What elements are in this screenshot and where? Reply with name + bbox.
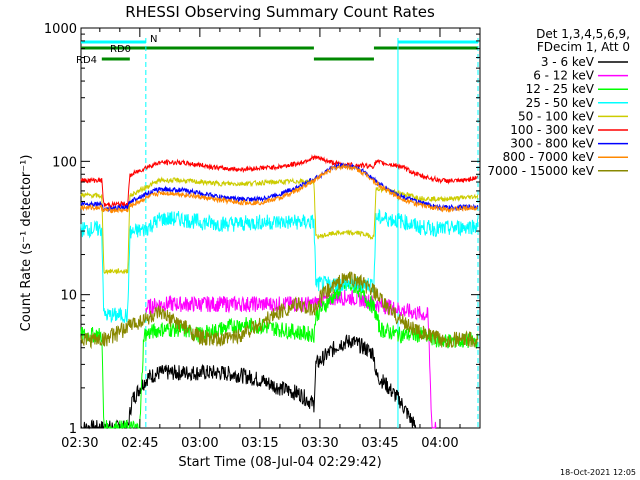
legend-entry-label: 25 - 50 keV <box>526 96 595 110</box>
x-tick-label: 03:15 <box>241 436 278 451</box>
x-tick-label: 04:00 <box>421 436 458 451</box>
legend-entry-label: 7000 - 15000 keV <box>487 164 594 178</box>
y-tick-label: 1000 <box>44 22 77 37</box>
x-tick-label: 03:45 <box>361 436 398 451</box>
series-lines <box>80 154 479 430</box>
x-tick-label: 03:30 <box>301 436 338 451</box>
legend-entry-label: 3 - 6 keV <box>541 55 595 69</box>
axes: 1 10 100 1000 02:30 02:45 03:00 03:15 03:30 03:45… <box>44 22 481 451</box>
legend-entry-label: 300 - 800 keV <box>510 137 594 151</box>
flag-bars: N RD0 RD4 <box>76 34 478 66</box>
legend-entry-label: 12 - 25 keV <box>526 82 595 96</box>
legend-entry-label: 100 - 300 keV <box>510 123 594 137</box>
x-tick-label: 03:00 <box>181 436 218 451</box>
series-line-7 <box>80 163 479 214</box>
series-line-8 <box>80 271 479 350</box>
flag-bar-label: RD0 <box>110 44 131 55</box>
legend: Det 1,3,4,5,6,9, FDecim 1, Att 0 3 - 6 k… <box>487 27 630 178</box>
legend-entry-label: 6 - 12 keV <box>533 69 595 83</box>
series-line-5 <box>80 154 478 208</box>
chart-title: RHESSI Observing Summary Count Rates <box>125 3 435 21</box>
vertical-markers <box>145 38 479 428</box>
y-axis-label: Count Rate (s⁻¹ detector⁻¹) <box>19 155 34 332</box>
legend-header-line-1: Det 1,3,4,5,6,9, <box>536 27 630 41</box>
y-tick-label: 1 <box>69 422 77 437</box>
y-tick-label: 10 <box>60 289 77 304</box>
legend-entry-label: 800 - 7000 keV <box>503 150 595 164</box>
legend-header-line-2: FDecim 1, Att 0 <box>537 40 630 54</box>
series-line-3 <box>80 208 479 324</box>
series-line-0 <box>80 334 417 430</box>
y-tick-label: 100 <box>52 155 77 170</box>
flag-bar-label: N <box>150 34 157 45</box>
flag-bar-label: RD4 <box>76 55 97 66</box>
x-tick-label: 02:30 <box>61 436 98 451</box>
legend-entry-label: 50 - 100 keV <box>518 109 595 123</box>
timestamp: 18-Oct-2021 12:05 <box>560 468 636 477</box>
x-tick-label: 02:45 <box>121 436 158 451</box>
series-line-4 <box>80 176 479 275</box>
x-axis-label: Start Time (08-Jul-04 02:29:42) <box>178 455 381 470</box>
